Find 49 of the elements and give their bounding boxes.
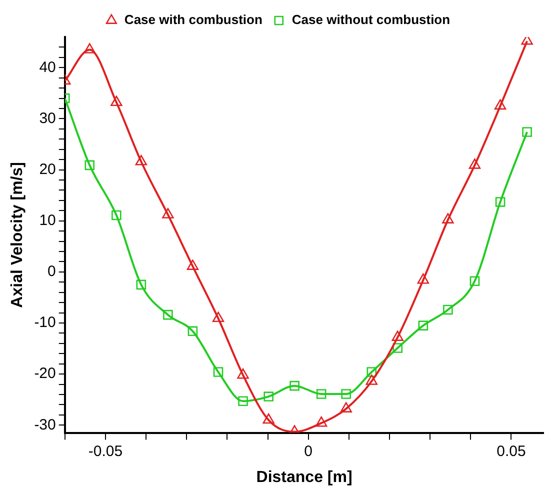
point [112, 210, 122, 220]
point [366, 367, 377, 377]
y-tick-label: 0 [48, 263, 56, 280]
point [264, 392, 274, 402]
point [366, 374, 378, 385]
point [495, 197, 506, 207]
point [468, 158, 481, 169]
y-tick-label: 40 [39, 58, 56, 76]
point [443, 304, 453, 315]
point [212, 312, 224, 322]
point [213, 367, 224, 377]
legend-label: Case without combustion [292, 12, 450, 28]
point [392, 343, 403, 353]
point [110, 96, 122, 106]
point [341, 389, 351, 399]
point [290, 380, 300, 391]
point [262, 413, 274, 424]
point [186, 260, 199, 270]
point [522, 127, 532, 137]
y-tick-label: -30 [34, 416, 56, 434]
x-tick-label: 0 [304, 442, 313, 460]
point [442, 213, 454, 224]
point [494, 99, 506, 110]
y-tick-label: 30 [39, 110, 56, 127]
point [340, 402, 352, 412]
point [84, 43, 96, 54]
point [188, 326, 198, 336]
x-tick-label: 0.05 [496, 442, 526, 460]
point [418, 320, 428, 330]
point [162, 208, 174, 218]
point [237, 368, 249, 379]
x-axis-title: Distance [m] [256, 468, 352, 486]
y-tick-label: 20 [39, 160, 56, 178]
y-tick-label: -10 [34, 314, 56, 332]
point [163, 310, 173, 320]
point [417, 273, 430, 284]
point [315, 416, 328, 427]
x-tick-label: -0.05 [88, 442, 123, 460]
point [135, 154, 148, 166]
y-axis-title: Axial Velocity [m/s] [9, 162, 26, 308]
point [392, 330, 404, 341]
y-tick-label: 10 [39, 212, 56, 229]
point [316, 389, 326, 399]
point [84, 160, 95, 170]
point [136, 280, 146, 290]
point [238, 396, 248, 406]
legend-label: Case with combustion [124, 12, 262, 28]
y-tick-label: -20 [34, 365, 56, 382]
point [470, 276, 480, 286]
